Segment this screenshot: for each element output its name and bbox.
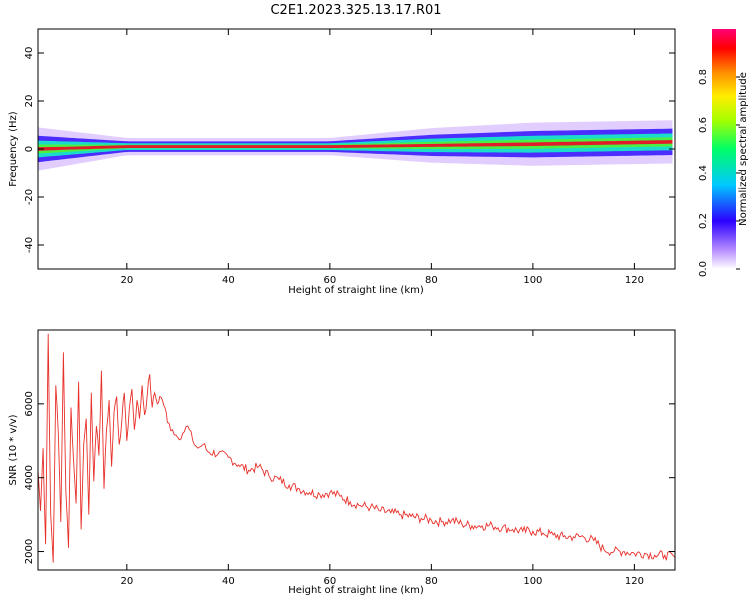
snr-xticks: 20 40 60 80 100 120 [120,330,644,587]
y-tick-label: 20 [24,95,35,108]
heatmap-x-axis-label: Height of straight line (km) [288,285,424,296]
colorbar-ticks: 0.0 0.2 0.4 0.6 0.8 [698,69,740,277]
snr-x-axis-label: Height of straight line (km) [288,585,424,596]
heatmap-xticks: 20 40 60 80 100 120 [120,29,644,286]
figure-title: C2E1.2023.325.13.17.R01 [270,3,441,18]
x-tick-label: 40 [222,275,235,286]
colorbar-tick-label: 0.2 [698,213,709,229]
colorbar-tick-label: 0.0 [698,261,709,277]
snr-panel: 20 40 60 80 100 120 2000 4000 6000 Height of st… [8,329,676,596]
x-tick-label: 80 [425,576,438,587]
colorbar-tick-label: 0.8 [698,69,709,85]
y-tick-label: -40 [24,237,35,253]
heatmap-yticks: -40 -20 0 20 40 [24,47,675,253]
y-tick-label: 40 [24,47,35,60]
heatmap-y-axis-label: Frequency (Hz) [8,111,19,187]
x-tick-label: 60 [323,576,336,587]
band-layer-peak [38,140,673,151]
colorbar-label: Normalized spectral amplitude [738,72,749,226]
y-tick-label: 2000 [24,539,35,564]
x-tick-label: 120 [625,275,644,286]
y-tick-label: 4000 [24,465,35,490]
heatmap-panel: 20 40 60 80 100 120 -40 -20 0 20 40 Height of str… [8,28,676,296]
y-tick-label: 6000 [24,391,35,416]
x-tick-label: 40 [222,576,235,587]
x-tick-label: 120 [625,576,644,587]
x-tick-label: 60 [323,275,336,286]
x-tick-label: 80 [425,275,438,286]
colorbar-tick-label: 0.6 [698,117,709,133]
snr-y-axis-label: SNR (10 * v/v) [8,414,19,485]
x-tick-label: 100 [523,275,542,286]
y-tick-label: -20 [24,189,35,205]
snr-yticks: 2000 4000 6000 [24,391,675,564]
x-tick-label: 20 [120,576,133,587]
colorbar-tick-label: 0.4 [698,165,709,181]
colorbar: 0.0 0.2 0.4 0.6 0.8 Normalized spectral ampl… [698,29,749,277]
x-tick-label: 100 [523,576,542,587]
colorbar-gradient [712,29,736,269]
snr-axes-frame [37,329,676,571]
heatmap-band [38,120,673,171]
y-tick-label: 0 [24,146,35,152]
snr-line [38,333,675,563]
x-tick-label: 20 [120,275,133,286]
